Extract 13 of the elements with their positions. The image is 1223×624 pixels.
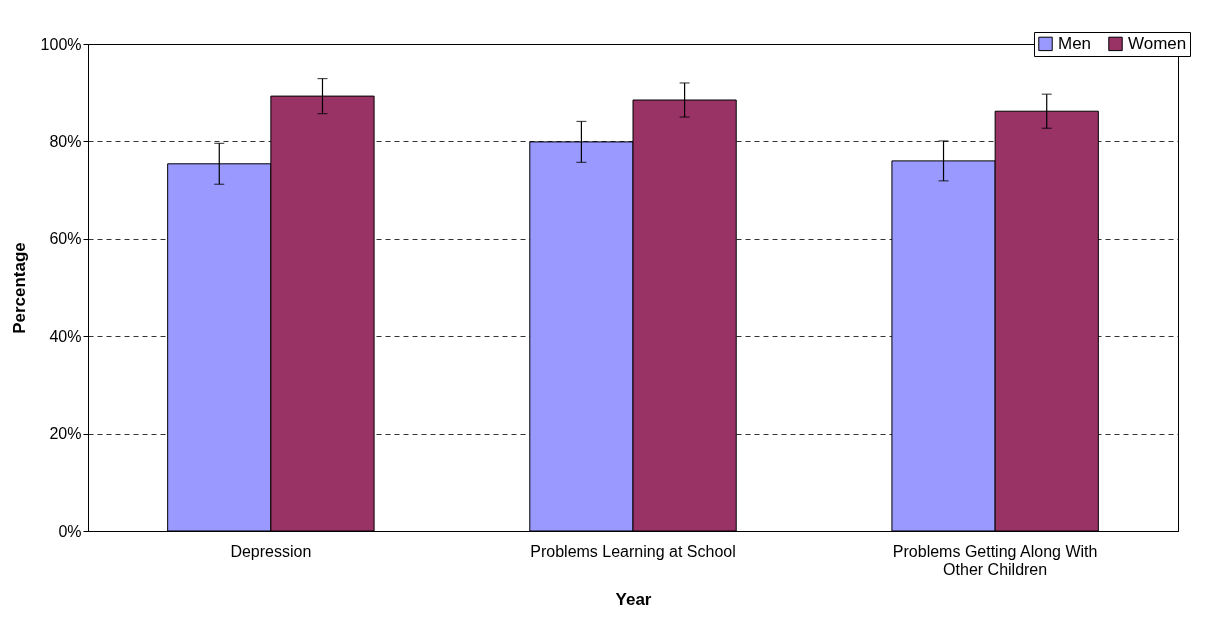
y-tick-label: 40% [49,327,82,345]
x-axis-title: Year [615,589,652,609]
y-tick-label: 60% [49,230,82,248]
legend-label: Men [1058,33,1092,53]
legend-label: Women [1128,33,1187,53]
x-tick-label: Depression [230,542,312,560]
y-tick-label: 100% [40,35,82,53]
x-tick-label: Problems Learning at School [530,542,736,560]
y-axis-title: Percentage [9,242,29,334]
x-tick-label: Problems Getting Along With Other Children [892,542,1098,578]
y-tick-label: 80% [49,132,82,150]
y-tick-label: 0% [58,522,82,540]
y-tick-label: 20% [49,425,82,443]
